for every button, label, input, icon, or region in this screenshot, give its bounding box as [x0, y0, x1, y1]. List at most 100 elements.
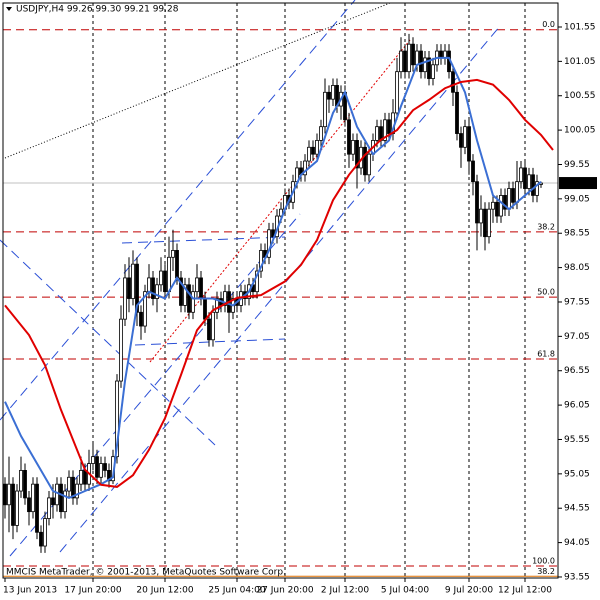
menu-arrow[interactable] [6, 7, 12, 11]
trend-line [134, 338, 286, 346]
candle-body [459, 133, 463, 148]
candle-body [363, 146, 367, 176]
candle-body [431, 64, 435, 79]
trend-line [121, 236, 286, 244]
candle-body [411, 43, 415, 66]
candle-body [415, 50, 419, 66]
candle-body [207, 318, 211, 341]
x-tick-label: 17 Jun 20:00 [64, 586, 121, 596]
candle-body [395, 71, 399, 114]
candle-body [271, 229, 275, 238]
candle-body [91, 456, 95, 464]
candle-body [19, 470, 23, 492]
candle-body [487, 208, 491, 238]
candle-body [115, 380, 119, 458]
candle-body [23, 470, 27, 499]
candle-body [347, 119, 351, 155]
candle-body [143, 291, 147, 327]
level-label: 0.0 [542, 20, 555, 29]
x-tick-label: 27 Jun 20:00 [256, 586, 313, 596]
level-label: 61.8 [537, 350, 555, 359]
candle-body [383, 119, 387, 141]
x-tick-label: 2 Jul 12:00 [321, 586, 370, 596]
candle-body [463, 126, 467, 148]
candle-body [83, 470, 87, 485]
candle-body [195, 277, 199, 293]
candle-body [427, 57, 431, 79]
candle-body [423, 57, 427, 73]
candle-body [171, 250, 175, 258]
y-tick-label: 97.05 [564, 332, 590, 342]
candle-body [443, 50, 447, 59]
candle-body [67, 476, 71, 492]
candle-body [55, 483, 59, 506]
candle-body [43, 518, 47, 547]
candle-body [483, 208, 487, 238]
y-tick-label: 96.55 [564, 366, 590, 376]
candle-body [123, 277, 127, 320]
candle-body [467, 126, 471, 162]
candle-body [403, 50, 407, 73]
y-tick-label: 95.05 [564, 469, 590, 479]
y-tick-label: 101.05 [564, 57, 596, 67]
x-tick-label: 13 Jun 2013 [3, 586, 57, 596]
candle-body [131, 263, 135, 299]
current-price-box [559, 177, 597, 190]
x-tick-label: 9 Jul 20:00 [445, 586, 494, 596]
candle-body [27, 497, 31, 513]
current-price-label: 99.28 [562, 179, 588, 189]
trend-line [0, 239, 216, 446]
candle-body [11, 483, 15, 526]
y-tick-label: 98.55 [564, 229, 590, 239]
candle-body [155, 284, 159, 299]
candle-body [63, 490, 67, 513]
moving-average [4, 56, 542, 499]
candle-body [507, 188, 511, 210]
y-tick-label: 94.55 [564, 504, 590, 514]
candle-body [327, 91, 331, 100]
x-tick-label: 5 Jul 04:00 [381, 586, 430, 596]
candle-body [147, 277, 151, 293]
candle-body [75, 483, 79, 499]
trend-line [59, 25, 501, 553]
candle-body [51, 497, 55, 506]
candle-body [191, 291, 195, 313]
level-label: 38.2 [537, 567, 555, 576]
candle-body [47, 497, 51, 519]
y-tick-label: 100.55 [564, 91, 596, 101]
candle-body [331, 85, 335, 100]
chart-title: USDJPY,H4 99.26 99.30 99.21 99.28 [16, 5, 179, 15]
moving-average [4, 78, 554, 488]
candle-body [95, 456, 99, 478]
candle-body [167, 256, 171, 293]
candle-body [311, 146, 315, 155]
candle-body [439, 50, 443, 59]
level-label: 100.0 [532, 556, 555, 565]
candle-body [503, 195, 507, 210]
trend-line [9, 213, 301, 557]
candle-body [183, 284, 187, 306]
candle-body [303, 160, 307, 176]
plot-frame [2, 2, 559, 579]
candle-body [475, 181, 479, 224]
candle-body [259, 250, 263, 272]
candle-body [471, 160, 475, 183]
candle-body [511, 188, 515, 203]
candle-body [523, 167, 527, 189]
candle-body [495, 201, 499, 217]
candle-body [535, 181, 539, 196]
candle-body [135, 263, 139, 313]
candle-body [267, 229, 271, 258]
candle-body [375, 126, 379, 141]
y-tick-label: 99.55 [564, 160, 590, 170]
candle-body [203, 298, 207, 320]
candle-body [255, 270, 259, 293]
level-label: 38.2 [537, 222, 555, 231]
y-tick-label: 99.05 [564, 194, 590, 204]
y-tick-label: 94.05 [564, 538, 590, 548]
x-tick-label: 12 Jul 12:00 [498, 586, 552, 596]
candle-body [479, 208, 483, 224]
candle-body [119, 318, 123, 382]
trend-line [0, 0, 356, 421]
